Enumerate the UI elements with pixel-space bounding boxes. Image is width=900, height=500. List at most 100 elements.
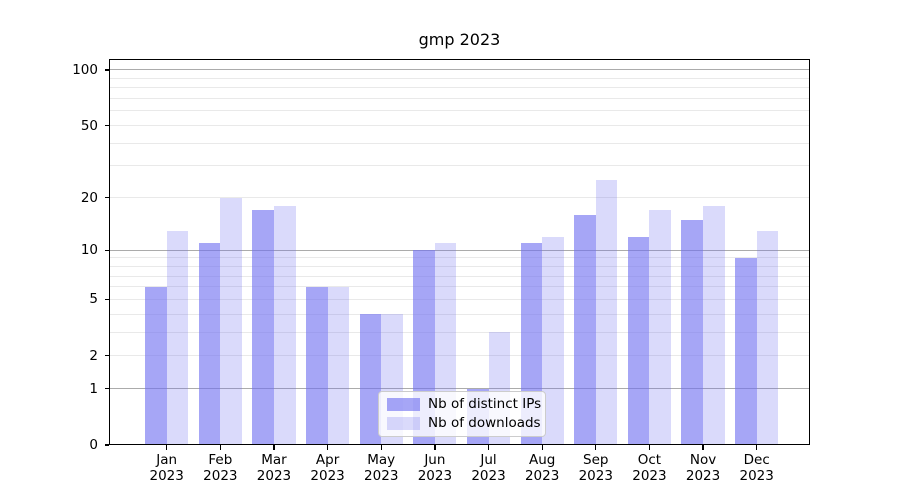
x-tick-label: Feb 2023 bbox=[188, 452, 252, 484]
x-tick-label: Mar 2023 bbox=[242, 452, 306, 484]
legend-entry-downloads: Nb of downloads bbox=[387, 415, 541, 431]
x-tick-year: 2023 bbox=[524, 468, 560, 484]
y-tick-mark bbox=[104, 249, 109, 251]
y-tick-mark bbox=[104, 69, 109, 71]
bar-downloads bbox=[220, 197, 242, 445]
x-tick-label: Nov 2023 bbox=[671, 452, 735, 484]
bar-downloads bbox=[756, 230, 779, 445]
y-gridline-minor bbox=[109, 98, 810, 100]
y-gridline-minor bbox=[109, 110, 810, 112]
x-tick-month: Apr bbox=[315, 452, 340, 468]
y-gridline-minor bbox=[109, 265, 810, 267]
legend-label-downloads: Nb of downloads bbox=[428, 414, 541, 431]
x-tick-mark bbox=[326, 445, 329, 450]
x-tick-mark bbox=[219, 445, 221, 450]
x-tick-label: Aug 2023 bbox=[510, 452, 574, 484]
bar-ips bbox=[145, 286, 167, 445]
bar-downloads bbox=[327, 286, 350, 445]
x-tick-month: May bbox=[367, 452, 396, 468]
x-axis: Jan 2023 Feb 2023 Mar 2023 Apr 2023 May 2023 Jun 20… bbox=[109, 445, 810, 500]
x-tick-label: Apr 2023 bbox=[296, 452, 360, 484]
legend-entry-ips: Nb of distinct IPs bbox=[387, 397, 541, 412]
x-tick-label: Sep 2023 bbox=[564, 452, 628, 484]
y-gridline-minor bbox=[109, 286, 810, 288]
x-tick-month: Jul bbox=[480, 452, 497, 468]
bar-downloads bbox=[649, 210, 672, 445]
y-gridline-minor bbox=[109, 313, 810, 315]
x-tick-mark bbox=[756, 445, 758, 450]
bar-ips bbox=[252, 210, 274, 445]
legend-swatch-downloads bbox=[387, 416, 420, 430]
y-tick-label: 2 bbox=[89, 347, 98, 364]
y-gridline-minor bbox=[109, 125, 810, 126]
x-tick-year: 2023 bbox=[149, 468, 184, 484]
y-gridline-minor bbox=[109, 298, 810, 300]
y-tick-label: 20 bbox=[80, 189, 98, 206]
x-tick-year: 2023 bbox=[578, 468, 613, 484]
y-gridline-minor bbox=[109, 275, 810, 277]
bar-downloads bbox=[166, 230, 189, 445]
y-gridline-minor bbox=[109, 165, 810, 167]
bar-ips bbox=[574, 214, 596, 445]
x-tick-month: Mar bbox=[261, 452, 287, 468]
y-tick-mark bbox=[104, 298, 109, 301]
y-gridline-minor bbox=[109, 355, 810, 357]
x-tick-mark bbox=[595, 445, 597, 450]
y-axis: 0 1 2 5 10 20 50 100 bbox=[0, 59, 109, 453]
bar-ips bbox=[735, 257, 757, 445]
bar-ips bbox=[681, 219, 704, 445]
bar-ips bbox=[306, 286, 328, 445]
x-tick-month: Jun bbox=[424, 452, 446, 468]
y-tick-mark bbox=[104, 196, 109, 199]
y-gridline-minor bbox=[109, 257, 810, 259]
y-tick-label: 5 bbox=[89, 291, 98, 308]
bar-ips bbox=[627, 236, 650, 445]
x-tick-mark bbox=[166, 445, 168, 450]
y-gridline-minor bbox=[109, 331, 810, 333]
x-tick-month: Nov bbox=[689, 452, 717, 468]
x-tick-mark bbox=[380, 445, 382, 450]
x-tick-label: Oct 2023 bbox=[617, 452, 681, 484]
x-tick-mark bbox=[273, 445, 275, 450]
legend-swatch-ips bbox=[387, 398, 420, 412]
y-tick-label: 100 bbox=[72, 61, 98, 78]
y-gridline-minor bbox=[109, 87, 810, 89]
x-tick-month: Feb bbox=[208, 452, 233, 468]
x-tick-label: May 2023 bbox=[349, 452, 413, 484]
x-tick-month: Aug bbox=[528, 452, 556, 468]
chart-title: gmp 2023 bbox=[418, 30, 501, 49]
x-tick-year: 2023 bbox=[471, 468, 506, 484]
x-tick-year: 2023 bbox=[632, 468, 667, 484]
y-tick-mark bbox=[104, 388, 109, 390]
y-tick-mark bbox=[104, 124, 109, 127]
x-tick-year: 2023 bbox=[685, 468, 721, 484]
x-tick-year: 2023 bbox=[364, 468, 399, 484]
y-tick-label: 10 bbox=[80, 242, 98, 259]
bar-downloads bbox=[542, 236, 564, 445]
y-tick-label: 0 bbox=[89, 437, 98, 453]
y-gridline-minor bbox=[109, 77, 810, 79]
bar-ips bbox=[359, 314, 382, 445]
x-tick-month: Oct bbox=[637, 452, 662, 468]
plot-area: Nb of distinct IPs Nb of downloads bbox=[109, 59, 810, 445]
x-tick-label: Dec 2023 bbox=[725, 452, 789, 484]
x-tick-month: Jan bbox=[156, 452, 178, 468]
x-tick-label: Jun 2023 bbox=[403, 452, 467, 484]
y-gridline-major bbox=[109, 388, 810, 390]
y-tick-mark bbox=[104, 355, 109, 357]
bar-downloads bbox=[273, 205, 296, 445]
y-tick-label: 50 bbox=[80, 117, 98, 134]
y-gridline-minor bbox=[109, 142, 810, 144]
x-tick-year: 2023 bbox=[203, 468, 238, 484]
y-gridline-major bbox=[109, 249, 810, 251]
x-tick-label: Jan 2023 bbox=[135, 452, 199, 484]
x-tick-year: 2023 bbox=[310, 468, 345, 484]
x-tick-month: Sep bbox=[583, 452, 609, 468]
legend-label-ips: Nb of distinct IPs bbox=[428, 396, 542, 413]
y-tick-label: 1 bbox=[89, 380, 98, 397]
x-tick-year: 2023 bbox=[417, 468, 453, 484]
x-tick-mark bbox=[487, 445, 490, 450]
bar-downloads bbox=[703, 205, 725, 445]
x-tick-mark bbox=[702, 445, 704, 450]
